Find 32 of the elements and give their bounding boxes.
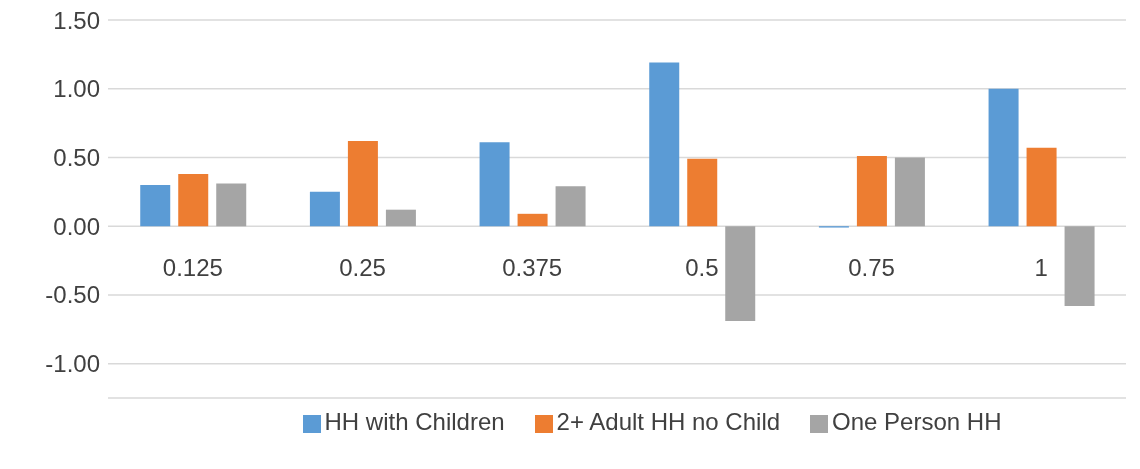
bar bbox=[140, 184, 171, 227]
bar bbox=[555, 186, 586, 227]
bar bbox=[309, 191, 340, 227]
bar bbox=[988, 88, 1019, 227]
bar bbox=[216, 183, 247, 227]
y-tick-label: 0.50 bbox=[53, 143, 100, 171]
x-tick-label: 0.5 bbox=[685, 254, 719, 282]
bar bbox=[856, 156, 887, 227]
bar bbox=[385, 209, 416, 227]
bar bbox=[178, 173, 209, 227]
bar bbox=[725, 226, 756, 322]
y-tick-label: 1.00 bbox=[53, 75, 100, 103]
y-tick-label: 0.00 bbox=[53, 212, 100, 240]
bar bbox=[1026, 147, 1057, 227]
x-tick-label: 1 bbox=[1034, 254, 1048, 282]
bar bbox=[347, 140, 378, 227]
x-tick-label: 0.25 bbox=[339, 254, 386, 282]
legend-label: One Person HH bbox=[832, 408, 1002, 435]
bar bbox=[687, 158, 718, 227]
y-tick-label: -1.00 bbox=[45, 350, 100, 378]
y-tick-label: -0.50 bbox=[45, 281, 100, 309]
legend-label: 2+ Adult HH no Child bbox=[556, 408, 781, 435]
bar bbox=[517, 213, 548, 227]
x-tick-label: 0.375 bbox=[502, 254, 563, 282]
legend-label: HH with Children bbox=[324, 408, 505, 435]
x-tick-label: 0.125 bbox=[162, 254, 223, 282]
x-tick-label: 0.75 bbox=[848, 254, 895, 282]
y-tick-label: 1.50 bbox=[53, 6, 100, 34]
bar bbox=[1064, 226, 1095, 306]
bar bbox=[894, 157, 925, 227]
bar bbox=[479, 142, 510, 227]
bar bbox=[649, 62, 680, 227]
